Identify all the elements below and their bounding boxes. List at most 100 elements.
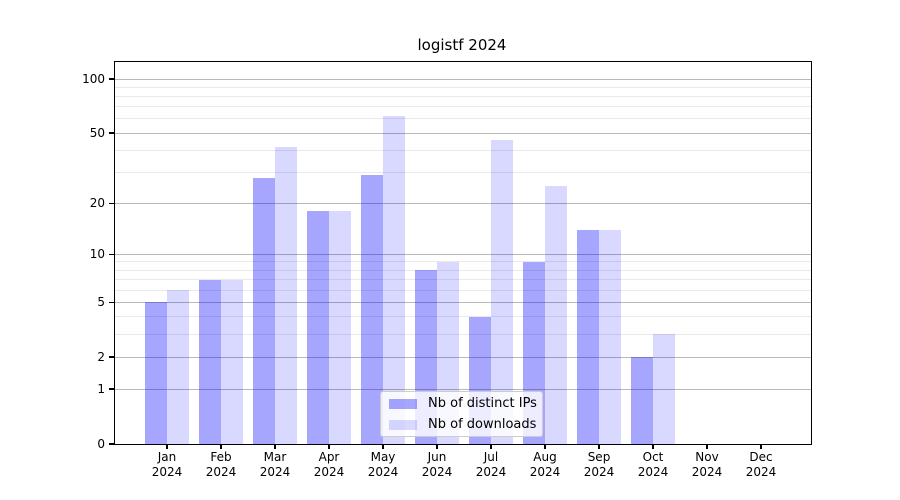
y-tick-label: 5 bbox=[97, 295, 105, 310]
y-tick-mark bbox=[109, 202, 115, 204]
legend-swatch-distinct-ips bbox=[389, 398, 417, 409]
x-tick-label: Sep 2024 bbox=[567, 450, 631, 480]
major-gridline bbox=[115, 78, 811, 80]
bar-distinct-ips-apr bbox=[307, 211, 329, 444]
x-tick-label: Jan 2024 bbox=[135, 450, 199, 480]
major-gridline bbox=[115, 388, 811, 390]
x-tick-year: 2024 bbox=[151, 465, 183, 479]
bar-downloads-mar bbox=[275, 146, 297, 444]
x-tick-label: May 2024 bbox=[351, 450, 415, 480]
bar-downloads-jan bbox=[167, 290, 189, 444]
x-tick-month: Nov bbox=[695, 450, 719, 464]
minor-gridline bbox=[115, 149, 811, 151]
x-tick-month: Feb bbox=[210, 450, 232, 464]
y-tick-label: 10 bbox=[89, 247, 105, 262]
y-tick-mark bbox=[109, 253, 115, 256]
x-tick-mark bbox=[274, 444, 276, 449]
y-tick-mark bbox=[109, 132, 115, 134]
x-tick-label: Jul 2024 bbox=[459, 450, 523, 480]
x-tick-mark bbox=[382, 444, 384, 449]
x-tick-month: Jun bbox=[427, 450, 447, 464]
x-tick-month: Apr bbox=[318, 450, 340, 464]
legend-item-downloads: Nb of downloads bbox=[389, 416, 537, 433]
x-tick-mark bbox=[490, 444, 492, 449]
x-tick-year: 2024 bbox=[691, 465, 723, 479]
x-tick-mark bbox=[544, 444, 546, 449]
legend-item-distinct-ips: Nb of distinct IPs bbox=[389, 395, 537, 412]
x-tick-year: 2024 bbox=[205, 465, 237, 479]
legend-swatch-downloads bbox=[389, 419, 417, 430]
x-tick-month: Sep bbox=[587, 450, 611, 464]
x-tick-year: 2024 bbox=[313, 465, 345, 479]
x-tick-month: Dec bbox=[749, 450, 773, 464]
x-tick-mark bbox=[166, 444, 168, 449]
legend-label-downloads: Nb of downloads bbox=[428, 416, 537, 432]
legend-label-distinct-ips: Nb of distinct IPs bbox=[428, 395, 537, 411]
bar-distinct-ips-jan bbox=[145, 302, 167, 444]
major-gridline bbox=[115, 132, 811, 134]
major-gridline bbox=[115, 202, 811, 204]
minor-gridline bbox=[115, 86, 811, 88]
minor-gridline bbox=[115, 118, 811, 120]
x-tick-year: 2024 bbox=[421, 465, 453, 479]
x-tick-month: Mar bbox=[263, 450, 287, 464]
y-tick-mark bbox=[109, 443, 115, 445]
x-tick-year: 2024 bbox=[637, 465, 669, 479]
chart-title: logistf 2024 bbox=[417, 36, 507, 54]
x-tick-mark bbox=[598, 444, 600, 449]
x-tick-year: 2024 bbox=[583, 465, 615, 479]
x-tick-month: Aug bbox=[533, 450, 557, 464]
bar-distinct-ips-sep bbox=[577, 229, 599, 444]
x-tick-year: 2024 bbox=[259, 465, 291, 479]
y-tick-mark bbox=[109, 356, 115, 358]
y-tick-label: 1 bbox=[97, 382, 105, 397]
minor-gridline bbox=[115, 316, 811, 318]
y-tick-mark bbox=[109, 78, 115, 80]
minor-gridline bbox=[115, 261, 811, 263]
x-tick-month: Jul bbox=[483, 450, 499, 464]
minor-gridline bbox=[115, 279, 811, 281]
y-tick-mark bbox=[109, 388, 115, 390]
minor-gridline bbox=[115, 171, 811, 173]
major-gridline bbox=[115, 253, 811, 255]
x-tick-mark bbox=[652, 444, 654, 449]
minor-gridline bbox=[115, 333, 811, 335]
bar-downloads-may bbox=[383, 116, 405, 444]
y-tick-mark bbox=[109, 301, 115, 303]
minor-gridline bbox=[115, 269, 811, 271]
bar-distinct-ips-oct bbox=[631, 357, 653, 444]
x-tick-label: Aug 2024 bbox=[513, 450, 577, 480]
y-tick-label: 0 bbox=[97, 437, 105, 451]
y-tick-label: 2 bbox=[97, 350, 105, 365]
bar-distinct-ips-feb bbox=[199, 279, 221, 444]
x-tick-label: Oct 2024 bbox=[621, 450, 685, 480]
x-tick-month: May bbox=[370, 450, 396, 464]
y-tick-label: 100 bbox=[82, 72, 105, 86]
bar-downloads-sep bbox=[599, 229, 621, 444]
legend: Nb of distinct IPs Nb of downloads bbox=[380, 391, 543, 437]
x-tick-year: 2024 bbox=[745, 465, 777, 479]
plot-area: Nb of distinct IPs Nb of downloads 0 1 2 5 1… bbox=[82, 61, 812, 479]
minor-gridline bbox=[115, 289, 811, 291]
x-tick-label: Mar 2024 bbox=[243, 450, 307, 480]
bar-downloads-jul bbox=[491, 139, 513, 444]
bar-downloads-aug bbox=[545, 186, 567, 444]
major-gridline bbox=[115, 356, 811, 358]
x-tick-label: Feb 2024 bbox=[189, 450, 253, 480]
x-tick-year: 2024 bbox=[475, 465, 507, 479]
x-tick-label: Jun 2024 bbox=[405, 450, 469, 480]
y-tick-label: 20 bbox=[89, 196, 105, 211]
bar-distinct-ips-may bbox=[361, 175, 383, 444]
x-tick-mark bbox=[328, 444, 330, 449]
x-tick-mark bbox=[760, 444, 762, 449]
x-tick-year: 2024 bbox=[529, 465, 561, 479]
x-tick-mark bbox=[436, 444, 438, 449]
x-tick-label: Nov 2024 bbox=[675, 450, 739, 480]
x-tick-mark bbox=[220, 444, 222, 449]
x-tick-month: Oct bbox=[642, 450, 664, 464]
x-tick-month: Jan bbox=[157, 450, 177, 464]
bar-downloads-oct bbox=[653, 334, 675, 444]
bar-distinct-ips-mar bbox=[253, 177, 275, 444]
minor-gridline bbox=[115, 106, 811, 108]
